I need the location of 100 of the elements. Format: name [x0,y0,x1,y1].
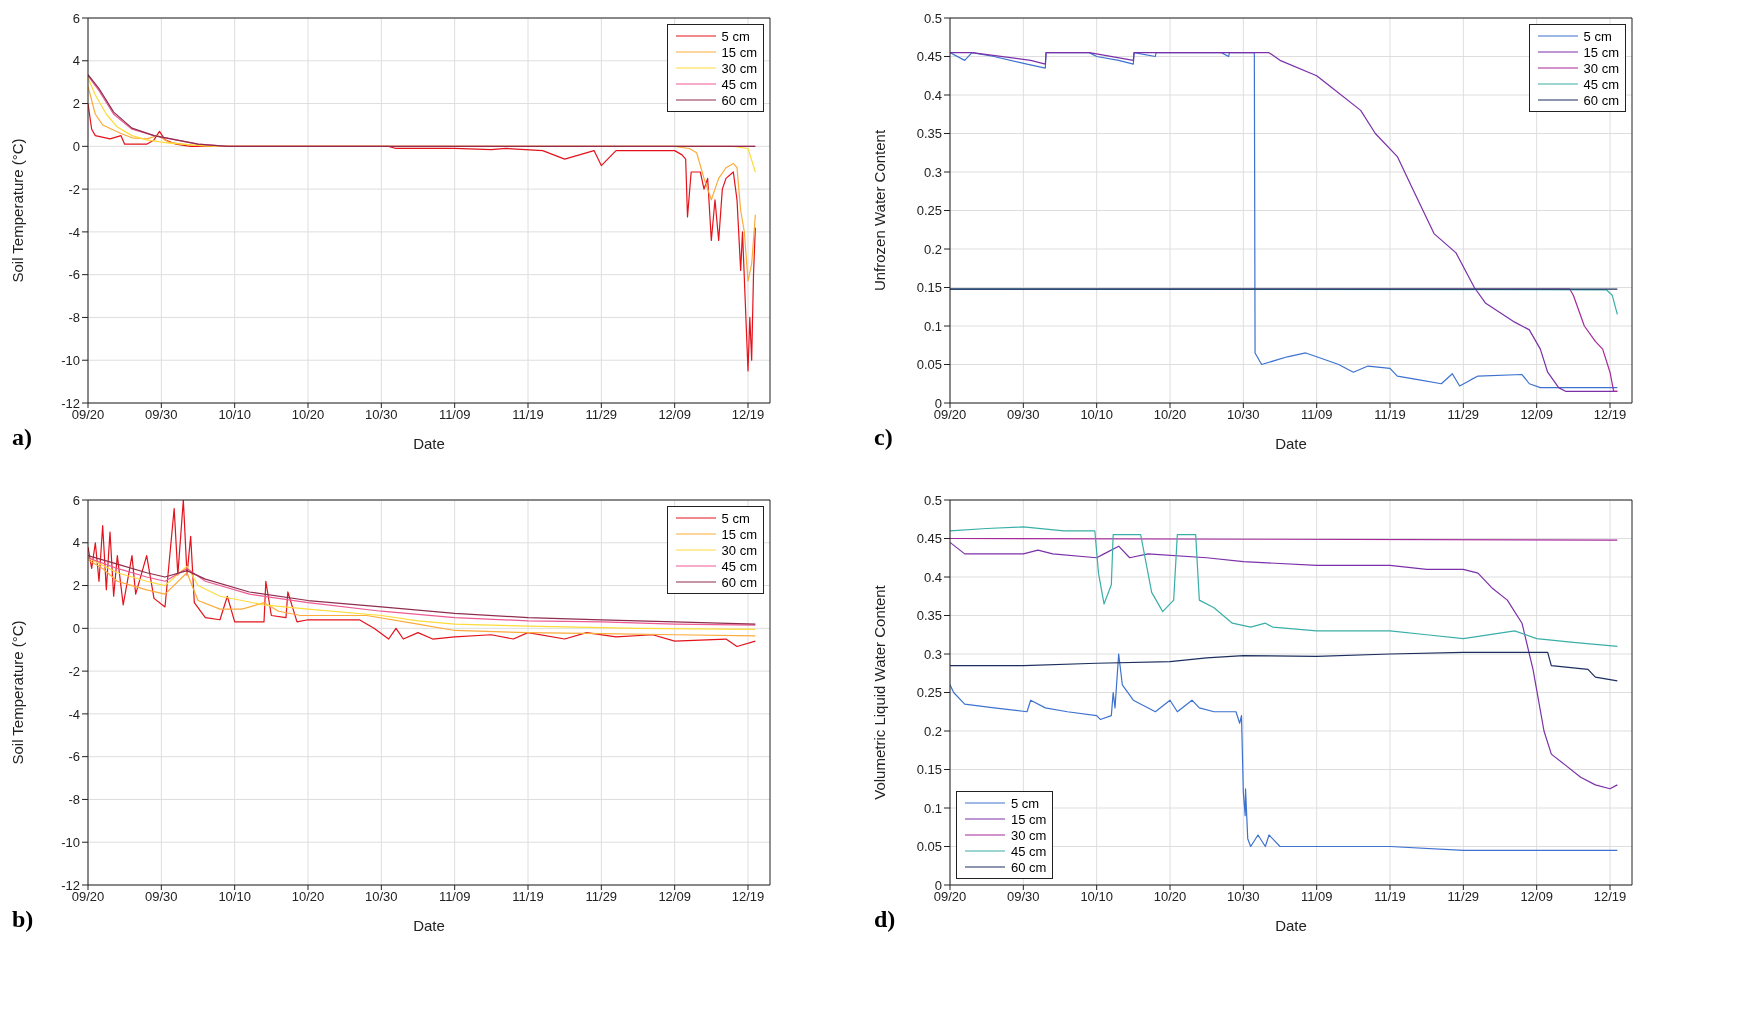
y-tick-label: 0.3 [923,164,942,180]
y-tick-label: -10 [61,352,80,368]
y-tick-label: 0 [72,138,80,154]
legend-label: 60 cm [1011,859,1047,875]
x-tick-label: 10/30 [1227,889,1260,905]
y-axis-title: Volumetric Liquid Water Content [871,584,889,800]
y-tick-label: -4 [68,706,80,722]
x-tick-label: 10/20 [291,889,325,905]
x-axis-title: Date [1275,435,1307,452]
y-tick-label: -2 [68,663,80,679]
y-tick-label: -6 [68,749,80,765]
legend-label: 45 cm [1011,843,1047,859]
legend-label: 45 cm [721,558,757,574]
x-axis-title: Date [1275,917,1307,934]
x-tick-label: 10/20 [1153,407,1187,423]
legend-label: 5 cm [1011,795,1040,811]
x-tick-label: 11/09 [438,407,471,423]
x-tick-label: 12/19 [1593,407,1627,423]
x-tick-label: 12/19 [731,407,765,423]
x-tick-label: 10/10 [1080,889,1113,905]
y-tick-label: 0.15 [916,280,942,296]
legend-label: 15 cm [1011,811,1047,827]
x-tick-label: 10/30 [365,889,398,905]
legend-label: 30 cm [1583,60,1619,76]
x-tick-label: 11/19 [1374,889,1406,905]
x-tick-label: 11/29 [585,407,618,423]
x-tick-label: 12/09 [658,407,691,423]
y-tick-label: -10 [61,834,80,850]
x-tick-label: 11/09 [1300,889,1333,905]
x-tick-label: 10/10 [218,407,251,423]
x-tick-label: 09/30 [1007,407,1040,423]
y-tick-label: 0.35 [916,126,942,142]
y-tick-label: 0.45 [916,49,942,65]
y-tick-label: 0.3 [923,646,942,662]
x-tick-label: 12/19 [1593,889,1627,905]
y-tick-label: -4 [68,224,80,240]
y-tick-label: 0.5 [923,10,942,26]
x-tick-label: 10/30 [1227,407,1260,423]
y-tick-label: 4 [72,535,80,551]
y-tick-label: 0.05 [916,357,942,373]
y-axis-title: Soil Temperature (°C) [9,620,27,765]
y-tick-label: -2 [68,181,80,197]
text: a) [12,424,32,451]
legend-label: 30 cm [721,542,757,558]
legend-label: 5 cm [1583,28,1612,44]
y-tick-label: -8 [68,792,80,808]
legend-label: 45 cm [1583,76,1619,92]
x-tick-label: 11/19 [512,407,544,423]
y-tick-label: 2 [72,96,80,112]
legend-label: 60 cm [721,92,757,108]
legend-label: 30 cm [721,60,757,76]
text: d) [874,906,896,933]
x-tick-label: 11/29 [585,889,618,905]
x-tick-label: 10/20 [1153,889,1187,905]
x-tick-label: 11/09 [438,889,471,905]
x-tick-label: 09/30 [145,407,178,423]
y-axis-title: Unfrozen Water Content [871,129,889,292]
y-tick-label: 0.4 [923,87,942,103]
x-tick-label: 10/20 [291,407,325,423]
x-tick-label: 11/19 [512,889,544,905]
y-tick-label: 0.45 [916,531,942,547]
y-tick-label: 0.25 [916,203,942,219]
y-tick-label: 2 [72,578,80,594]
legend-label: 15 cm [721,526,757,542]
x-axis-title: Date [413,435,445,452]
legend-label: 60 cm [721,574,757,590]
y-tick-label: 6 [72,492,80,508]
text: c) [874,424,893,451]
y-tick-label: 0.35 [916,608,942,624]
legend-label: 30 cm [1011,827,1047,843]
legend-label: 45 cm [721,76,757,92]
text: b) [12,906,34,933]
legend-label: 15 cm [721,44,757,60]
y-tick-label: -6 [68,267,80,283]
x-tick-label: 09/30 [1007,889,1040,905]
x-tick-label: 11/29 [1447,407,1480,423]
x-tick-label: 12/09 [1520,407,1553,423]
y-tick-label: 0.5 [923,492,942,508]
x-tick-label: 09/30 [145,889,178,905]
y-tick-label: 0.2 [923,241,942,257]
x-tick-label: 12/09 [1520,889,1553,905]
y-tick-label: 0.1 [923,800,942,816]
x-tick-label: 11/09 [1300,407,1333,423]
y-tick-label: 0.15 [916,762,942,778]
x-tick-label: 12/19 [731,889,765,905]
y-tick-label: 0.05 [916,839,942,855]
x-tick-label: 10/10 [1080,407,1113,423]
x-tick-label: 11/29 [1447,889,1480,905]
y-tick-label: 0 [72,620,80,636]
legend-label: 60 cm [1583,92,1619,108]
y-tick-label: 0.2 [923,723,942,739]
legend-label: 15 cm [1583,44,1619,60]
y-tick-label: 0.1 [923,318,942,334]
y-tick-label: 0.25 [916,685,942,701]
x-tick-label: 10/30 [365,407,398,423]
legend-label: 5 cm [721,510,750,526]
legend-label: 5 cm [721,28,750,44]
x-tick-label: 11/19 [1374,407,1406,423]
y-tick-label: 6 [72,10,80,26]
x-axis-title: Date [413,917,445,934]
